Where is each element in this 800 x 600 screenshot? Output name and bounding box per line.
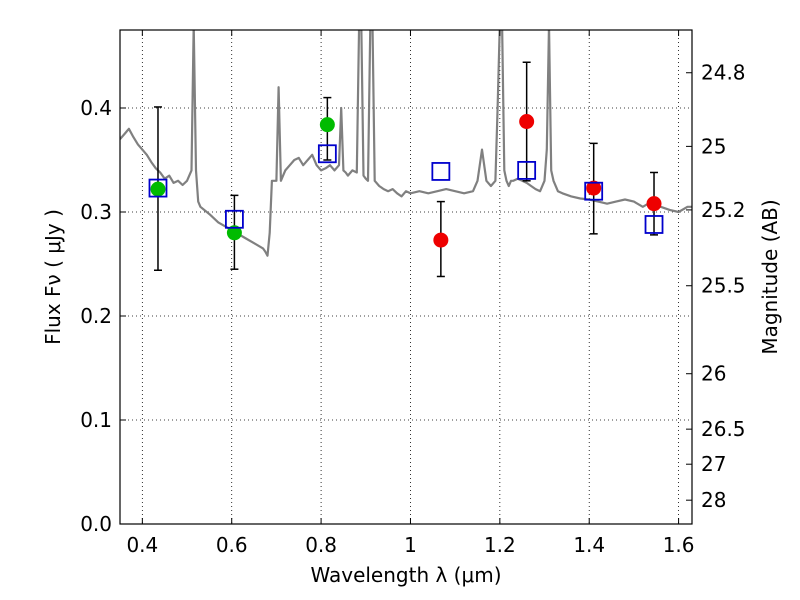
model-square <box>517 160 537 180</box>
model-square <box>431 162 451 181</box>
y2-axis-title: Magnitude (AB) <box>758 199 782 354</box>
nir-point <box>646 196 662 212</box>
y-tick-label: 0.0 <box>80 512 112 536</box>
nir-point <box>586 180 602 196</box>
optical-point <box>226 225 242 241</box>
x-tick-label: 0.8 <box>305 533 337 557</box>
grid-lines <box>120 30 692 524</box>
x-tick-label: 0.4 <box>126 533 158 557</box>
model-square <box>148 178 168 198</box>
y-axis-title: Flux Fν ( μJy ) <box>41 209 65 345</box>
nir-point <box>433 232 449 248</box>
axis-ticks: 0.4 0.6 0.8 1 1.2 1.4 1.6 0.0 0.1 0.2 0.3 0.4 24.8 25… <box>80 30 746 557</box>
x-tick-label: 0.6 <box>216 533 248 557</box>
x-axis-title: Wavelength λ (μm) <box>310 563 501 587</box>
model-square <box>317 144 337 164</box>
model-square <box>644 215 664 234</box>
y-tick-label: 0.3 <box>80 200 112 224</box>
template-spectrum-line <box>120 30 692 257</box>
mag-tick-label: 26 <box>701 362 726 386</box>
model-square <box>584 181 604 201</box>
nir-point <box>519 114 535 130</box>
model-square <box>224 209 244 229</box>
mag-tick-label: 27 <box>701 452 726 476</box>
y-tick-label: 0.1 <box>80 408 112 432</box>
plot-frame <box>119 29 693 525</box>
mag-tick-label: 28 <box>701 488 726 512</box>
x-tick-label: 1.4 <box>573 533 605 557</box>
x-tick-label: 1.6 <box>663 533 695 557</box>
series-layer <box>120 30 692 278</box>
optical-point <box>319 117 335 133</box>
y-tick-label: 0.4 <box>80 96 112 120</box>
mag-tick-label: 24.8 <box>701 61 746 85</box>
mag-tick-label: 25.5 <box>701 274 746 298</box>
optical-point <box>150 181 166 197</box>
x-tick-label: 1 <box>404 533 417 557</box>
mag-tick-label: 26.5 <box>701 417 746 441</box>
mag-tick-label: 25.2 <box>701 198 746 222</box>
x-tick-label: 1.2 <box>484 533 516 557</box>
y-tick-label: 0.2 <box>80 304 112 328</box>
mag-tick-label: 25 <box>701 134 726 158</box>
